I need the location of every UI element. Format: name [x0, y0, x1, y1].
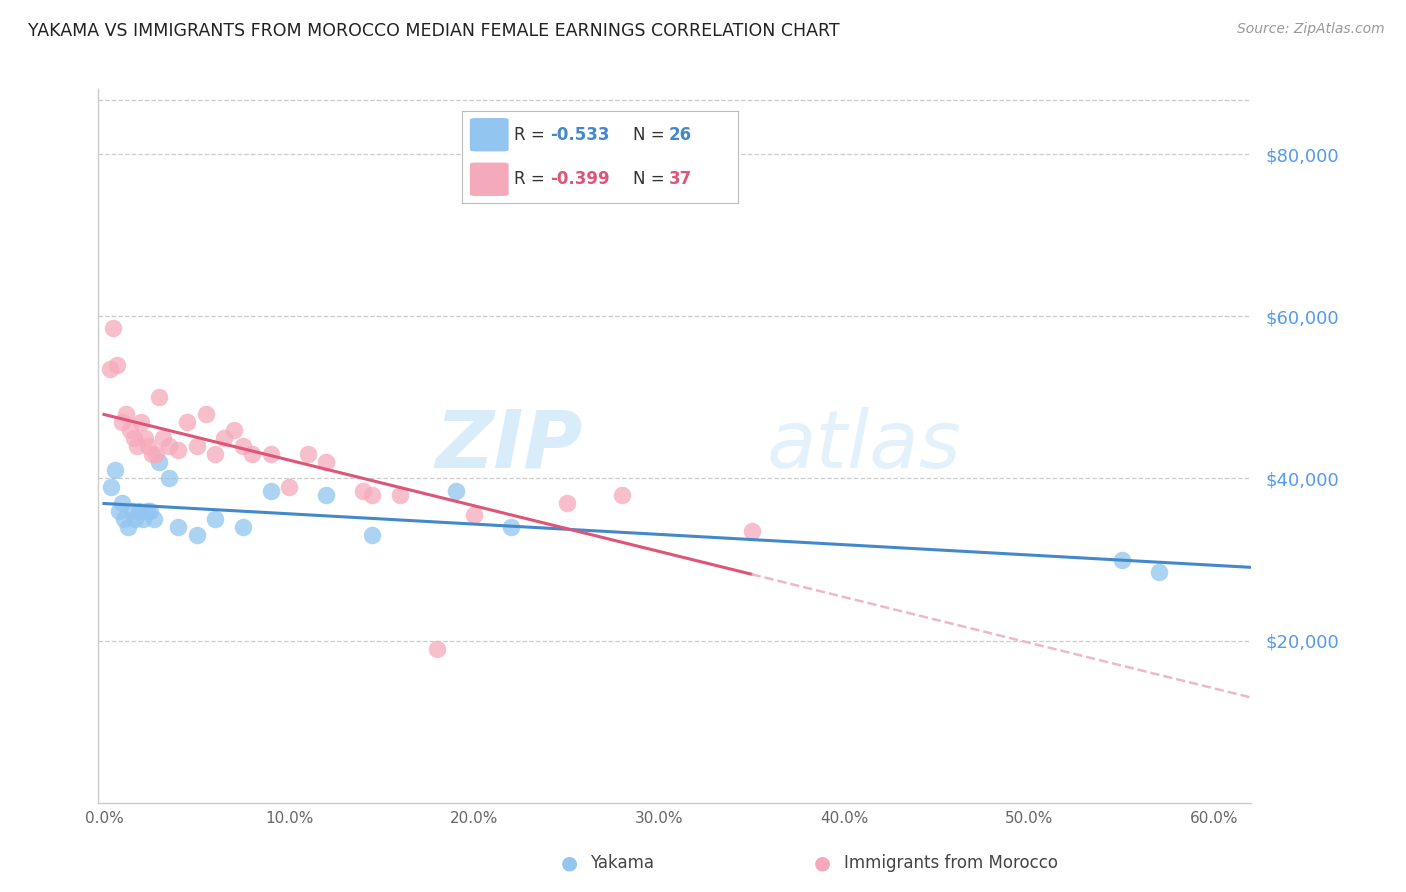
Point: [157, 439, 180, 453]
Point: [232, 520, 254, 534]
Point: [111, 496, 134, 510]
Point: [361, 488, 384, 502]
Point: [278, 479, 301, 493]
Point: [115, 407, 138, 421]
Point: [157, 471, 180, 485]
Text: Source: ZipAtlas.com: Source: ZipAtlas.com: [1237, 22, 1385, 37]
Point: [148, 455, 170, 469]
Point: [361, 528, 384, 542]
Point: [98, 362, 121, 376]
Point: [501, 520, 523, 534]
Point: [111, 415, 134, 429]
Text: ZIP: ZIP: [436, 407, 582, 485]
Point: [141, 447, 163, 461]
Text: Immigrants from Morocco: Immigrants from Morocco: [844, 855, 1057, 872]
Point: [1111, 552, 1133, 566]
Point: [105, 358, 128, 372]
Point: [167, 520, 190, 534]
Point: [127, 439, 149, 453]
Text: ●: ●: [561, 854, 591, 873]
Point: [297, 447, 319, 461]
Point: [152, 431, 174, 445]
Point: [315, 488, 337, 502]
Point: [352, 483, 374, 498]
Point: [426, 641, 449, 656]
Point: [103, 321, 125, 335]
Point: [145, 447, 167, 461]
Point: [1147, 565, 1170, 579]
Point: [117, 520, 139, 534]
Point: [167, 443, 190, 458]
Point: [124, 512, 146, 526]
Point: [610, 488, 633, 502]
Point: [176, 415, 198, 429]
Point: [148, 390, 170, 404]
Point: [259, 483, 281, 498]
Point: [555, 496, 578, 510]
Point: [186, 439, 208, 453]
Point: [122, 431, 145, 445]
Point: [134, 431, 156, 445]
Point: [214, 431, 236, 445]
Point: [129, 415, 152, 429]
Point: [138, 439, 160, 453]
Point: [132, 512, 155, 526]
Point: [121, 504, 143, 518]
Point: [139, 504, 162, 518]
Point: [463, 508, 485, 522]
Point: [186, 528, 208, 542]
Text: atlas: atlas: [768, 407, 962, 485]
Text: Yakama: Yakama: [591, 855, 655, 872]
Point: [107, 504, 129, 518]
Point: [128, 504, 150, 518]
Point: [741, 524, 763, 538]
Point: [142, 512, 165, 526]
Point: [204, 447, 226, 461]
Point: [315, 455, 337, 469]
Point: [240, 447, 263, 461]
Point: [444, 483, 467, 498]
Point: [259, 447, 281, 461]
Point: [204, 512, 226, 526]
Point: [135, 504, 157, 518]
Point: [104, 463, 127, 477]
Point: [222, 423, 245, 437]
Point: [194, 407, 217, 421]
Text: ●: ●: [814, 854, 844, 873]
Point: [389, 488, 412, 502]
Text: YAKAMA VS IMMIGRANTS FROM MOROCCO MEDIAN FEMALE EARNINGS CORRELATION CHART: YAKAMA VS IMMIGRANTS FROM MOROCCO MEDIAN…: [28, 22, 839, 40]
Point: [232, 439, 254, 453]
Point: [112, 512, 135, 526]
Point: [100, 479, 122, 493]
Point: [118, 423, 141, 437]
